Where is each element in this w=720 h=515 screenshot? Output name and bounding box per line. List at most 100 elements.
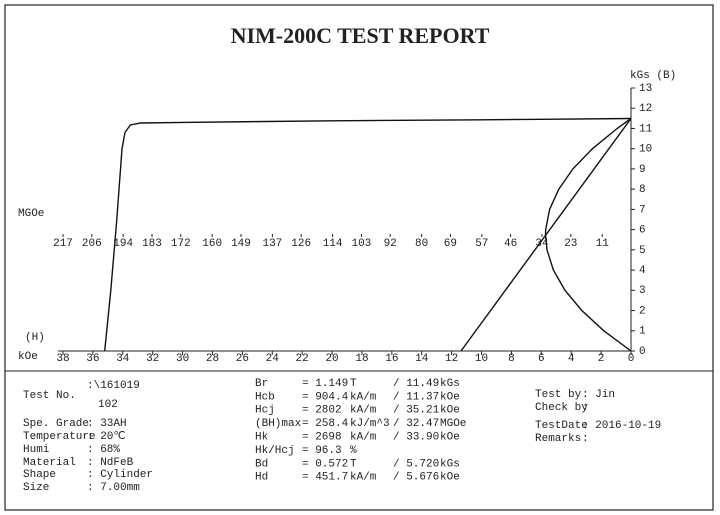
measurement: kA/m [350, 405, 377, 417]
measurement: = 2698 [302, 432, 342, 444]
measurement: kJ/m^3 [350, 418, 390, 430]
x2-tick-label: 80 [415, 238, 428, 250]
title: NIM-200C TEST REPORT [231, 23, 490, 48]
measurement: = 258.4 [302, 418, 349, 430]
y-tick-label: 7 [639, 204, 646, 216]
y-axis-label: kGs (B) [630, 70, 676, 82]
measurement: kGs [440, 378, 460, 390]
x-tick-label: 16 [385, 353, 398, 365]
x-axis-label: kOe [18, 351, 38, 363]
x2-tick-label: 206 [82, 238, 102, 250]
x2-tick-label: 149 [231, 238, 251, 250]
measurement: = 0.572 [302, 458, 348, 470]
x2-tick-label: 23 [564, 238, 577, 250]
x2-tick-label: 126 [291, 238, 311, 250]
measurement: T [350, 458, 357, 470]
measurement: / 5.676 [393, 472, 439, 484]
x-tick-label: 36 [86, 353, 99, 365]
x-tick-label: 22 [296, 353, 309, 365]
x-tick-label: 2 [598, 353, 605, 365]
field-value: 102 [98, 399, 118, 411]
y-tick-label: 10 [639, 144, 652, 156]
x-tick-label: 0 [628, 353, 635, 365]
field-value: : 68% [87, 444, 120, 456]
x-tick-label: 12 [445, 353, 458, 365]
field-label: Material [23, 457, 76, 469]
measurement: kOe [440, 472, 460, 484]
x-tick-label: 20 [325, 353, 338, 365]
measurement: / 11.49 [393, 378, 439, 390]
x2-tick-label: 69 [444, 238, 457, 250]
curve [104, 117, 632, 352]
y-tick-label: 1 [639, 326, 646, 338]
x2-tick-label: 92 [384, 238, 397, 250]
x2-tick-label: 194 [113, 238, 133, 250]
measurement: / 33.90 [393, 432, 439, 444]
x-tick-label: 28 [206, 353, 219, 365]
x2-tick-label: 137 [262, 238, 282, 250]
measurement: kA/m [350, 391, 377, 403]
x-tick-label: 38 [56, 353, 69, 365]
measurement: kOe [440, 405, 460, 417]
field-label: Remarks [535, 433, 581, 445]
x-tick-label: 24 [266, 353, 280, 365]
measurement: / 11.37 [393, 391, 439, 403]
x-tick-label: 6 [538, 353, 545, 365]
curve [544, 117, 632, 352]
y-tick-label: 8 [639, 184, 646, 196]
x2-tick-label: 103 [351, 238, 371, 250]
measurement: MGOe [440, 418, 466, 430]
field-label: Spe. Grade [23, 418, 89, 430]
field-value: : [582, 433, 589, 445]
measurement: kA/m [350, 472, 377, 484]
x2-axis-label: MGOe [18, 208, 44, 220]
measurement: T [350, 378, 357, 390]
h-label: (H) [25, 332, 45, 344]
x-tick-label: 4 [568, 353, 575, 365]
field-label: Test No. [23, 390, 76, 402]
field-label: Temperature [23, 431, 96, 443]
y-tick-label: 12 [639, 103, 652, 115]
field-value: : 2016-10-19 [582, 420, 661, 432]
field-label: Humi [23, 444, 50, 456]
x2-tick-label: 172 [171, 238, 191, 250]
x-tick-label: 10 [475, 353, 488, 365]
field-label: Check by [535, 402, 588, 414]
measurement: = 451.7 [302, 472, 348, 484]
x2-tick-label: 217 [53, 238, 73, 250]
y-tick-label: 3 [639, 285, 646, 297]
x2-tick-label: 11 [596, 238, 610, 250]
x2-tick-label: 160 [202, 238, 222, 250]
field-label: Shape [23, 469, 56, 481]
field-value: : 7.00mm [87, 482, 140, 494]
field-value: :\161019 [87, 380, 140, 392]
measurement: = 2802 [302, 405, 342, 417]
x-tick-label: 8 [508, 353, 515, 365]
measurement: = 96.3 [302, 445, 342, 457]
y-tick-label: 6 [639, 225, 646, 237]
measurement: / 5.720 [393, 458, 439, 470]
field-label: TestDate [535, 420, 588, 432]
measurement: Hk [255, 432, 269, 444]
x-tick-label: 14 [415, 353, 429, 365]
x-tick-label: 34 [116, 353, 130, 365]
x-tick-label: 18 [355, 353, 368, 365]
y-tick-label: 4 [639, 265, 646, 277]
y-tick-label: 13 [639, 83, 652, 95]
y-tick-label: 5 [639, 245, 646, 257]
field-label: Size [23, 482, 49, 494]
x2-tick-label: 57 [475, 238, 488, 250]
x2-tick-label: 114 [323, 238, 343, 250]
field-value: : 33AH [87, 418, 127, 430]
x-tick-label: 32 [146, 353, 159, 365]
measurement: kOe [440, 432, 460, 444]
field-value: : NdFeB [87, 457, 134, 469]
x-tick-label: 30 [176, 353, 189, 365]
measurement: (BH)max [255, 418, 302, 430]
measurement: Bd [255, 458, 268, 470]
measurement: Hcb [255, 391, 275, 403]
measurement: Hk/Hcj [255, 445, 295, 457]
y-tick-label: 9 [639, 164, 646, 176]
measurement: Hd [255, 472, 268, 484]
